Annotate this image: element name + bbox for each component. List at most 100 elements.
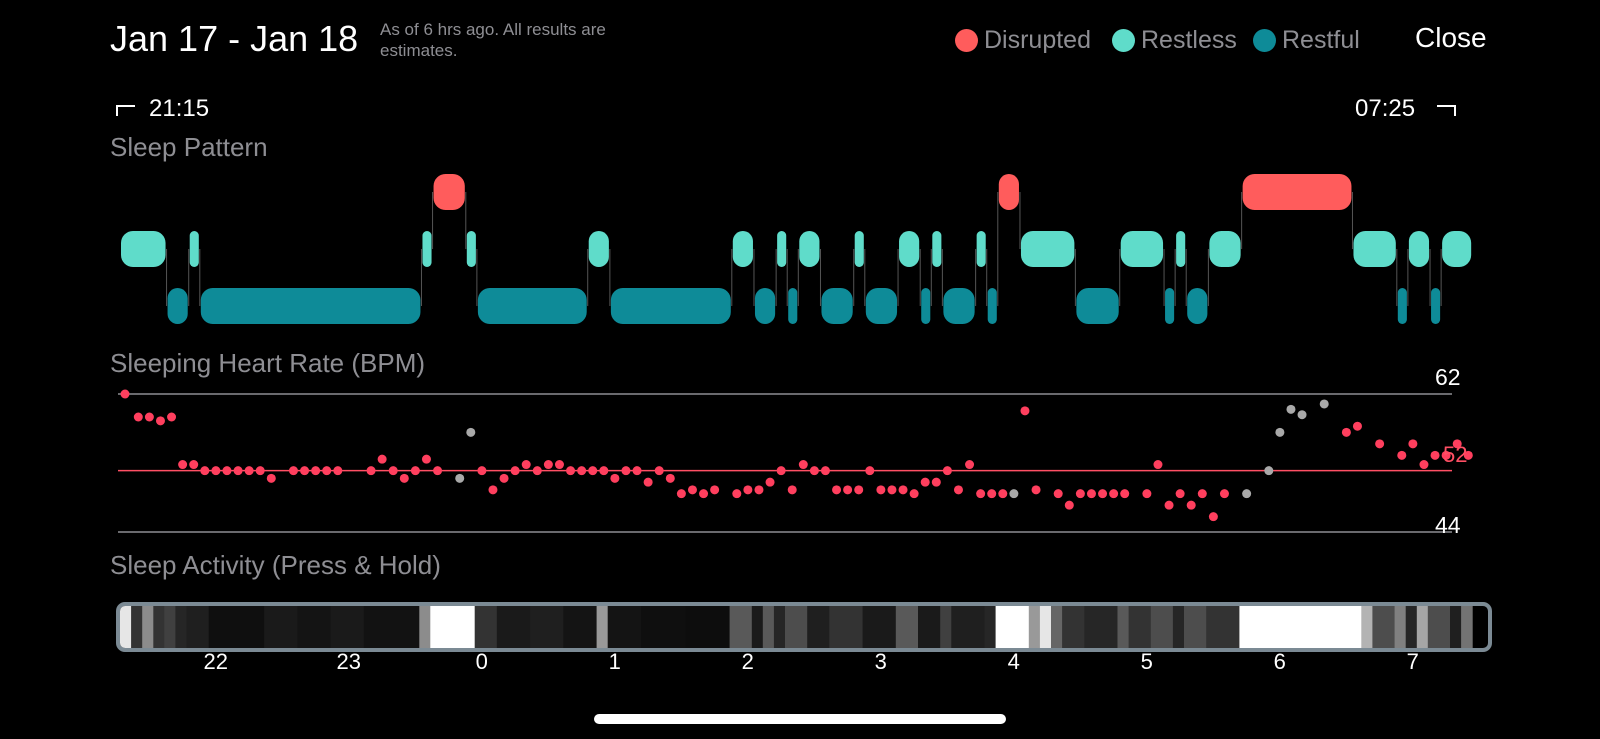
pattern-segment-restful[interactable] — [477, 288, 587, 324]
legend-disrupted: Disrupted — [955, 26, 1091, 55]
hr-data-point — [266, 473, 276, 483]
activity-band — [1372, 606, 1396, 648]
hr-data-point — [732, 489, 742, 499]
activity-band — [208, 606, 265, 648]
pattern-segment-restless[interactable] — [976, 231, 986, 267]
hr-data-point — [120, 389, 130, 399]
pattern-segment-restful[interactable] — [754, 288, 776, 324]
hr-data-point — [300, 466, 310, 476]
pattern-segment-restless[interactable] — [189, 231, 199, 267]
pattern-segment-restless[interactable] — [899, 231, 920, 267]
pattern-segment-restful[interactable] — [921, 288, 931, 324]
hr-data-point — [1452, 439, 1462, 449]
activity-band — [829, 606, 864, 648]
hr-data-point — [222, 466, 232, 476]
pattern-segment-restless[interactable] — [732, 231, 753, 267]
pattern-segment-restless[interactable] — [466, 231, 476, 267]
pattern-segment-restful[interactable] — [1431, 288, 1441, 324]
pattern-segment-restful[interactable] — [987, 288, 997, 324]
hr-data-point — [832, 485, 842, 495]
restful-dot-icon — [1253, 29, 1276, 52]
hr-data-point — [765, 477, 775, 487]
sleep-pattern-chart[interactable] — [0, 160, 1600, 340]
axis-label-0: 0 — [475, 649, 488, 674]
hr-min-label: 44 — [1435, 512, 1461, 538]
pattern-segment-restless[interactable] — [1176, 231, 1186, 267]
hr-data-point — [1242, 489, 1252, 499]
close-button[interactable]: Close — [1415, 22, 1487, 53]
pattern-segment-restless[interactable] — [777, 231, 787, 267]
pattern-segment-restless[interactable] — [932, 231, 942, 267]
hr-data-point — [1297, 410, 1307, 420]
hr-data-point — [976, 489, 986, 499]
activity-band — [530, 606, 564, 648]
hr-data-point — [809, 466, 819, 476]
pattern-segment-restful[interactable] — [1165, 288, 1175, 324]
pattern-segment-restless[interactable] — [422, 231, 432, 267]
pattern-segment-restful[interactable] — [943, 288, 975, 324]
hr-data-point — [687, 485, 697, 495]
activity-band — [1062, 606, 1085, 648]
hr-data-point — [1275, 427, 1285, 437]
pattern-segment-restless[interactable] — [121, 231, 166, 267]
axis-label-1: 1 — [608, 649, 621, 674]
activity-band — [995, 606, 1030, 648]
hr-data-point — [776, 466, 786, 476]
activity-band — [1117, 606, 1130, 648]
hr-data-point — [566, 466, 576, 476]
pattern-segment-restless[interactable] — [1120, 231, 1164, 267]
hr-data-point — [1286, 404, 1296, 414]
pattern-segment-restful[interactable] — [167, 288, 188, 324]
pattern-segment-restful[interactable] — [610, 288, 731, 324]
pattern-segment-disrupted[interactable] — [998, 174, 1019, 210]
sleep-activity-bar[interactable] — [116, 602, 1492, 652]
pattern-segment-restless[interactable] — [1408, 231, 1430, 267]
activity-band — [895, 606, 919, 648]
hr-data-point — [244, 466, 254, 476]
hr-data-point — [255, 466, 265, 476]
activity-band — [1394, 606, 1407, 648]
activity-band — [762, 606, 775, 648]
sleep-activity-heatmap[interactable] — [120, 606, 1488, 648]
activity-band — [984, 606, 997, 648]
hr-data-point — [787, 485, 797, 495]
hr-data-point — [288, 466, 298, 476]
pattern-segment-restless[interactable] — [1020, 231, 1075, 267]
pattern-segment-restless[interactable] — [1209, 231, 1241, 267]
pattern-segment-restful[interactable] — [821, 288, 853, 324]
pattern-segment-restless[interactable] — [799, 231, 820, 267]
home-indicator[interactable] — [594, 714, 1006, 724]
pattern-segment-restful[interactable] — [1076, 288, 1119, 324]
hr-data-point — [754, 485, 764, 495]
sleep-activity-title: Sleep Activity (Press & Hold) — [110, 550, 441, 580]
hr-data-point — [1164, 500, 1174, 510]
activity-band — [1128, 606, 1152, 648]
hr-data-point — [909, 489, 919, 499]
hr-data-point — [1264, 466, 1274, 476]
hr-data-point — [200, 466, 210, 476]
pattern-segment-restful[interactable] — [865, 288, 898, 324]
pattern-segment-restful[interactable] — [788, 288, 798, 324]
pattern-segment-restless[interactable] — [1353, 231, 1396, 267]
activity-band — [1039, 606, 1052, 648]
heart-rate-chart[interactable] — [0, 380, 1600, 550]
pattern-segment-disrupted[interactable] — [433, 174, 465, 210]
pattern-segment-restless[interactable] — [854, 231, 864, 267]
restless-dot-icon — [1112, 29, 1135, 52]
pattern-segment-restless[interactable] — [588, 231, 609, 267]
pattern-segment-restful[interactable] — [1397, 288, 1407, 324]
activity-band — [474, 606, 498, 648]
hr-data-point — [377, 454, 387, 464]
hr-data-point — [1175, 489, 1185, 499]
hr-data-point — [510, 466, 520, 476]
pattern-segment-restful[interactable] — [200, 288, 421, 324]
hr-data-point — [366, 466, 376, 476]
pattern-segment-restless[interactable] — [1442, 231, 1472, 267]
hr-data-point — [543, 460, 553, 470]
pattern-segment-disrupted[interactable] — [1242, 174, 1352, 210]
hr-data-point — [1430, 450, 1440, 460]
activity-band — [142, 606, 154, 648]
hr-data-point — [654, 466, 664, 476]
hr-data-point — [953, 485, 963, 495]
pattern-segment-restful[interactable] — [1187, 288, 1208, 324]
